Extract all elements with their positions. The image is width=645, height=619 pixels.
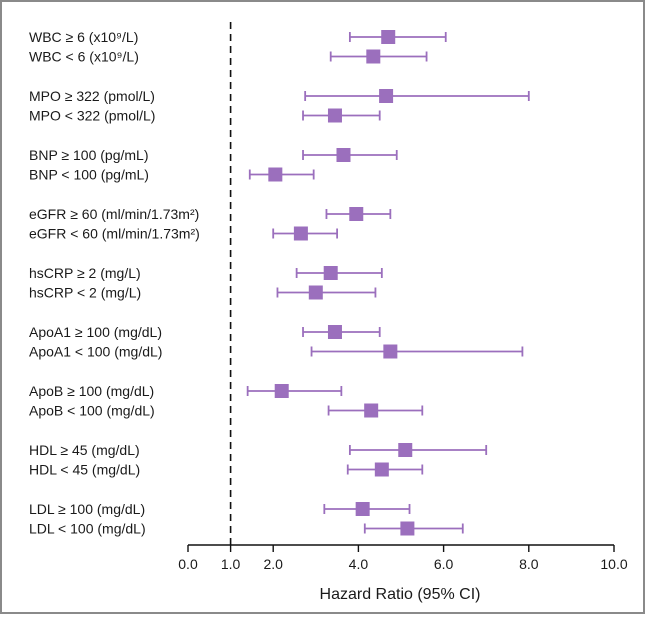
- hazard-ratio-marker: [381, 30, 396, 44]
- hazard-ratio-marker: [327, 108, 342, 123]
- row-label: hsCRP < 2 (mg/L): [29, 285, 141, 301]
- hazard-ratio-marker: [398, 443, 413, 457]
- hazard-ratio-marker: [349, 207, 364, 221]
- hazard-ratio-marker: [355, 502, 370, 516]
- x-tick-label: 0.0: [178, 556, 198, 572]
- hazard-ratio-marker: [323, 266, 338, 280]
- hazard-ratio-marker: [383, 344, 398, 359]
- row-label: WBC ≥ 6 (x10⁹/L): [29, 29, 138, 45]
- hazard-ratio-marker: [274, 384, 289, 398]
- row-label: MPO ≥ 322 (pmol/L): [29, 88, 155, 104]
- hazard-ratio-marker: [400, 521, 415, 536]
- row-label: HDL < 45 (mg/dL): [29, 462, 140, 478]
- hazard-ratio-marker: [364, 403, 379, 418]
- row-label: MPO < 322 (pmol/L): [29, 108, 155, 124]
- row-label: ApoB ≥ 100 (mg/dL): [29, 383, 154, 399]
- hazard-ratio-marker: [268, 167, 283, 182]
- hazard-ratio-marker: [293, 226, 308, 241]
- row-label: ApoA1 < 100 (mg/dL): [29, 344, 162, 360]
- x-tick-label: 2.0: [263, 556, 283, 572]
- x-tick-label: 8.0: [519, 556, 539, 572]
- x-tick-label: 10.0: [600, 556, 627, 572]
- hazard-ratio-marker: [336, 148, 351, 162]
- hazard-ratio-marker: [327, 325, 342, 339]
- row-label: eGFR < 60 (ml/min/1.73m²): [29, 226, 200, 242]
- hazard-ratio-marker: [308, 285, 323, 300]
- row-label: hsCRP ≥ 2 (mg/L): [29, 265, 141, 281]
- row-label: eGFR ≥ 60 (ml/min/1.73m²): [29, 206, 199, 222]
- x-tick-label: 6.0: [434, 556, 454, 572]
- row-label: ApoA1 ≥ 100 (mg/dL): [29, 324, 162, 340]
- row-label: ApoB < 100 (mg/dL): [29, 403, 155, 419]
- rows-layer: WBC ≥ 6 (x10⁹/L) WBC < 6 (x10⁹/L) MPO ≥ 32…: [29, 22, 530, 545]
- row-label: LDL ≥ 100 (mg/dL): [29, 501, 145, 517]
- row-label: BNP ≥ 100 (pg/mL): [29, 147, 148, 163]
- row-label: HDL ≥ 45 (mg/dL): [29, 442, 140, 458]
- hazard-ratio-marker: [366, 49, 381, 64]
- x-tick-label: 1.0: [221, 556, 241, 572]
- x-axis-label: Hazard Ratio (95% CI): [320, 586, 481, 603]
- row-label: WBC < 6 (x10⁹/L): [29, 49, 139, 65]
- row-label: BNP < 100 (pg/mL): [29, 167, 149, 183]
- hazard-ratio-marker: [374, 462, 389, 477]
- x-tick-label: 4.0: [349, 556, 369, 572]
- hazard-ratio-marker: [379, 89, 394, 103]
- row-label: LDL < 100 (mg/dL): [29, 521, 146, 537]
- x-axis: 0.0 1.0 2.0 4.0 6.0 8.0 10.0: [178, 544, 628, 572]
